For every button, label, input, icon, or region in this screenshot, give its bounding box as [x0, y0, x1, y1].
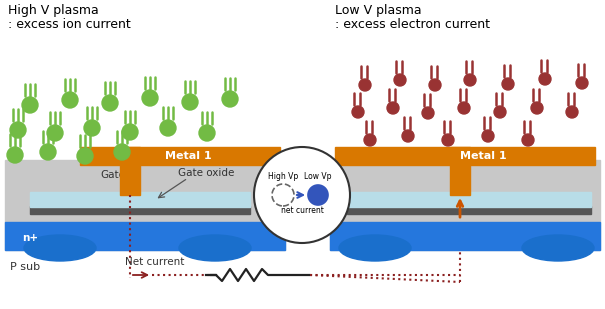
- Circle shape: [494, 106, 506, 118]
- Circle shape: [62, 92, 78, 108]
- Circle shape: [22, 97, 38, 113]
- Bar: [450, 147, 470, 195]
- Circle shape: [387, 102, 399, 114]
- Circle shape: [222, 91, 238, 107]
- Circle shape: [531, 102, 543, 114]
- Circle shape: [359, 79, 371, 91]
- Bar: [30, 206, 250, 214]
- Circle shape: [364, 134, 376, 146]
- Bar: [347, 206, 591, 214]
- Text: Net current: Net current: [125, 257, 185, 267]
- Circle shape: [422, 107, 434, 119]
- Text: n+: n+: [22, 233, 38, 243]
- Circle shape: [84, 120, 100, 136]
- Bar: [5, 222, 285, 250]
- Circle shape: [394, 74, 406, 86]
- Circle shape: [522, 134, 534, 146]
- Text: net current: net current: [281, 206, 324, 215]
- Ellipse shape: [24, 235, 96, 261]
- Circle shape: [402, 130, 414, 142]
- Circle shape: [47, 125, 63, 141]
- Circle shape: [182, 94, 198, 110]
- Text: Low Vp: Low Vp: [304, 172, 332, 181]
- Circle shape: [502, 78, 514, 90]
- Ellipse shape: [179, 235, 251, 261]
- Bar: [347, 192, 591, 207]
- Circle shape: [199, 125, 215, 141]
- Circle shape: [576, 77, 588, 89]
- Circle shape: [442, 134, 454, 146]
- Ellipse shape: [522, 235, 594, 261]
- Circle shape: [566, 106, 578, 118]
- Text: P sub: P sub: [10, 262, 40, 272]
- Circle shape: [102, 95, 118, 111]
- Bar: [330, 160, 600, 250]
- Circle shape: [254, 147, 350, 243]
- Text: Gate: Gate: [100, 170, 125, 180]
- Circle shape: [10, 122, 26, 138]
- Circle shape: [122, 124, 138, 140]
- Bar: [80, 147, 280, 165]
- Ellipse shape: [339, 235, 411, 261]
- Text: High V plasma: High V plasma: [8, 4, 99, 17]
- Circle shape: [429, 79, 441, 91]
- Text: Low V plasma: Low V plasma: [335, 4, 422, 17]
- Bar: [335, 147, 595, 165]
- Circle shape: [308, 185, 328, 205]
- Text: High Vp: High Vp: [268, 172, 298, 181]
- Circle shape: [40, 144, 56, 160]
- Circle shape: [464, 74, 476, 86]
- Bar: [5, 160, 285, 250]
- Circle shape: [114, 144, 130, 160]
- Circle shape: [77, 148, 93, 164]
- Circle shape: [539, 73, 551, 85]
- Text: : excess ion current: : excess ion current: [8, 18, 131, 31]
- Text: Gate oxide: Gate oxide: [178, 168, 234, 178]
- Bar: [330, 222, 600, 250]
- Text: Metal 1: Metal 1: [460, 151, 506, 161]
- Circle shape: [352, 106, 364, 118]
- Circle shape: [142, 90, 158, 106]
- Text: Metal 1: Metal 1: [165, 151, 211, 161]
- Bar: [120, 147, 140, 195]
- Circle shape: [160, 120, 176, 136]
- Bar: [30, 192, 250, 207]
- Circle shape: [458, 102, 470, 114]
- Text: : excess electron current: : excess electron current: [335, 18, 490, 31]
- Circle shape: [7, 147, 23, 163]
- Circle shape: [482, 130, 494, 142]
